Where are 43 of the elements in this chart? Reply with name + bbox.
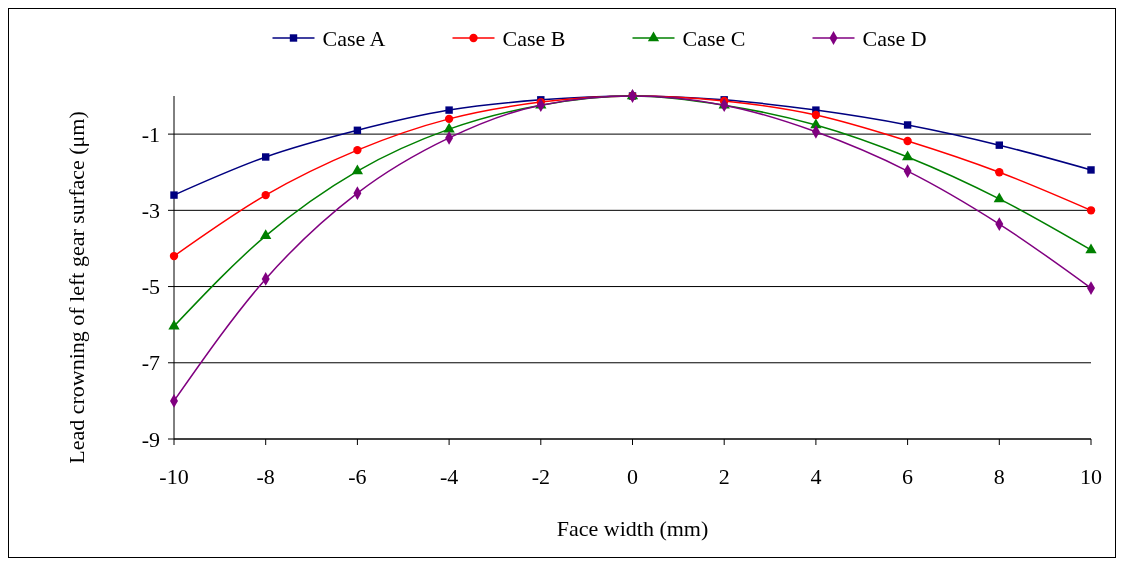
point: [1086, 206, 1096, 215]
point: [811, 110, 821, 120]
y-tick-label: -9: [141, 426, 160, 452]
x-axis-title: Face width (mm): [556, 516, 709, 541]
point: [443, 122, 455, 133]
point: [169, 251, 179, 261]
point: [1085, 243, 1097, 254]
point: [993, 192, 1005, 203]
x-tick-label: 2: [718, 464, 730, 489]
x-tick-label: -8: [256, 464, 275, 489]
point: [901, 150, 914, 161]
x-tick-label: 4: [810, 464, 822, 489]
point: [260, 229, 272, 240]
legend-label: Case C: [682, 25, 746, 51]
point: [170, 191, 178, 199]
legend-label: Case B: [502, 25, 566, 51]
point: [444, 114, 454, 124]
x-tick-label: 0: [627, 464, 638, 489]
point: [1087, 166, 1095, 174]
point: [995, 141, 1004, 149]
legend-label: Case D: [862, 25, 927, 51]
x-tick-label: 10: [1080, 464, 1102, 489]
point: [903, 136, 912, 146]
x-tick-label: 8: [993, 464, 1005, 489]
point: [903, 121, 912, 129]
point: [261, 190, 270, 200]
legend-label: Case A: [322, 25, 386, 51]
point: [995, 168, 1004, 177]
x-tick-label: -10: [159, 464, 189, 489]
y-tick-label: -5: [141, 274, 160, 300]
point: [353, 145, 362, 155]
point: [351, 164, 364, 175]
x-tick-label: -2: [531, 464, 550, 489]
x-tick-label: -4: [439, 464, 459, 489]
y-tick-label: -3: [141, 198, 160, 224]
point: [261, 153, 270, 161]
point: [168, 319, 180, 330]
point: [445, 106, 453, 114]
y-tick-label: -7: [141, 350, 160, 376]
y-axis-title: Lead crowning of left gear surface (μm): [64, 111, 89, 464]
x-tick-label: 6: [902, 464, 914, 489]
y-tick-label: -1: [141, 121, 160, 147]
x-tick-label: -6: [348, 464, 367, 489]
